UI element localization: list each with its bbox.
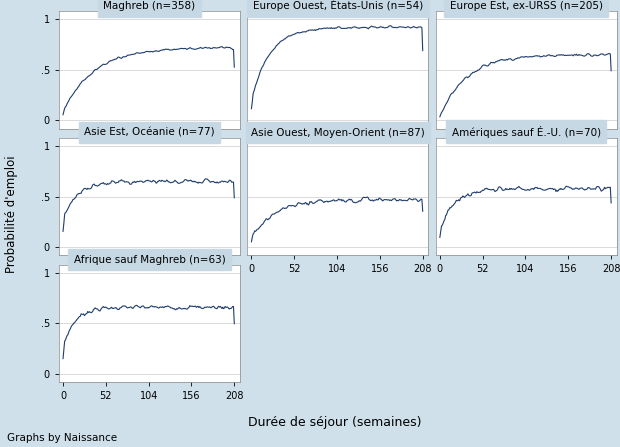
Title: Amériques sauf É.-U. (n=70): Amériques sauf É.-U. (n=70) [452, 126, 601, 138]
Text: Graphs by Naissance: Graphs by Naissance [7, 433, 118, 443]
Title: Maghreb (n=358): Maghreb (n=358) [104, 1, 195, 11]
Title: Asie Est, Océanie (n=77): Asie Est, Océanie (n=77) [84, 128, 215, 138]
Text: Durée de séjour (semaines): Durée de séjour (semaines) [248, 416, 422, 429]
Title: Europe Est, ex-URSS (n=205): Europe Est, ex-URSS (n=205) [450, 1, 603, 11]
Text: Probabilité d'emploi: Probabilité d'emploi [5, 156, 17, 274]
Title: Afrique sauf Maghreb (n=63): Afrique sauf Maghreb (n=63) [74, 255, 225, 265]
Title: Asie Ouest, Moyen-Orient (n=87): Asie Ouest, Moyen-Orient (n=87) [251, 128, 425, 138]
Title: Europe Ouest, États-Unis (n=54): Europe Ouest, États-Unis (n=54) [253, 0, 423, 11]
